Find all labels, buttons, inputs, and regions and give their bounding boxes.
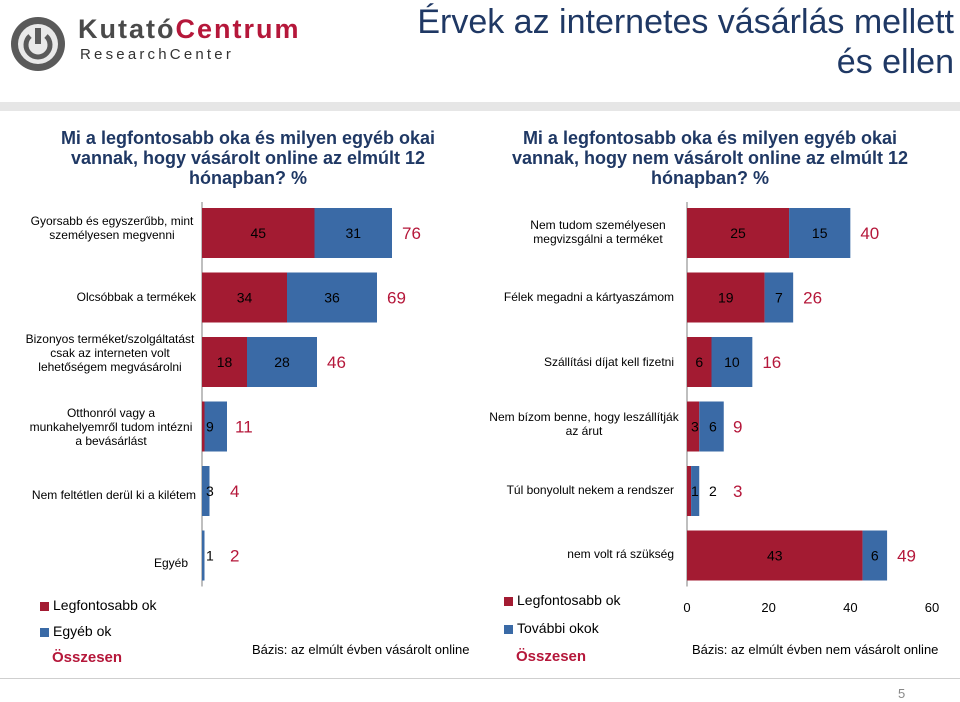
data-label-other: 1 — [206, 548, 214, 564]
left-category-label: Egyéb — [153, 556, 188, 570]
data-label-other: 6 — [709, 419, 717, 435]
legend-item-total: Összesen — [516, 648, 587, 665]
legend-swatch-main — [40, 601, 49, 611]
bar-other — [247, 337, 317, 387]
left-basis-note: Bázis: az elmúlt évben vásárolt online — [252, 642, 470, 657]
left-category-label: Otthonról vagy a munkahelyemről tudom in… — [29, 406, 193, 448]
x-tick-label: 20 — [761, 600, 775, 615]
page-number: 5 — [898, 686, 906, 701]
data-label-main: 25 — [730, 225, 746, 241]
bar-main — [202, 208, 315, 258]
data-label-total: 9 — [733, 418, 742, 437]
logo-wordmark: KutatóCentrum — [78, 14, 301, 44]
bar-other — [764, 272, 794, 323]
data-label-other: 28 — [274, 354, 290, 370]
data-label-total: 69 — [387, 289, 406, 308]
data-label-other: 3 — [206, 483, 214, 499]
bar-main — [687, 337, 712, 387]
bar-other — [204, 401, 227, 452]
data-label-other: 9 — [206, 419, 214, 435]
x-tick-label: 40 — [843, 600, 857, 615]
right-category-label: Szállítási díjat kell fizetni — [543, 355, 674, 369]
header-divider — [0, 102, 960, 111]
data-label-main: 3 — [691, 419, 699, 435]
data-label-total: 3 — [733, 482, 742, 501]
left-bar-chart: 45 31 76 34 36 69 18 28 46 9 11 3 4 1 2 — [201, 202, 421, 587]
data-label-other: 6 — [871, 548, 879, 564]
x-tick-label: 60 — [925, 600, 939, 615]
data-label-total: 40 — [860, 224, 879, 243]
bar-other — [314, 208, 392, 258]
data-label-other: 7 — [775, 290, 783, 306]
bar-main — [687, 208, 790, 258]
bar-main — [687, 272, 765, 323]
legend-item-main: Legfontosabb ok — [40, 597, 157, 613]
bar-other — [691, 466, 700, 516]
data-label-main: 45 — [250, 225, 266, 241]
data-label-main: 19 — [718, 290, 734, 306]
data-label-main: 18 — [217, 354, 233, 370]
data-label-other: 15 — [812, 225, 828, 241]
legend-swatch-main — [504, 596, 513, 606]
data-label-total: 46 — [327, 353, 346, 372]
bar-other — [287, 272, 377, 323]
data-label-total: 16 — [762, 353, 781, 372]
left-category-label: Bizonyos terméket/szolgáltatást csak az … — [25, 332, 195, 374]
bar-other — [202, 466, 210, 516]
data-label-total: 76 — [402, 224, 421, 243]
left-category-label: Gyorsabb és egyszerűbb, mint személyesen… — [30, 214, 194, 242]
bar-main — [687, 466, 692, 516]
logo — [11, 17, 65, 71]
legend-swatch-other — [40, 627, 49, 637]
data-label-main: 43 — [767, 548, 783, 564]
left-question: Mi a legfontosabb oka és milyen egyéb ok… — [60, 128, 436, 188]
right-category-label: Nem tudom személyesen megvizsgálni a ter… — [530, 218, 666, 246]
legend-item-other: Egyéb ok — [40, 623, 111, 639]
legend-item-other: További okok — [504, 620, 599, 636]
bar-main — [202, 272, 287, 323]
legend-item-main: Legfontosabb ok — [504, 592, 621, 608]
data-label-other: 36 — [324, 290, 340, 306]
data-label-total: 11 — [235, 418, 253, 437]
bar-main — [687, 530, 863, 581]
data-label-total: 26 — [803, 289, 822, 308]
bar-other — [862, 530, 888, 581]
bar-main — [202, 401, 205, 452]
x-tick-label: 0 — [683, 600, 690, 615]
bar-main — [202, 337, 247, 387]
bar-other — [711, 337, 753, 387]
footer-divider — [0, 678, 960, 679]
data-label-total: 4 — [230, 482, 239, 501]
page-title: Érvek az internetes vásárlás mellett és … — [417, 3, 954, 81]
data-label-other: 2 — [709, 483, 717, 499]
legend-item-total: Összesen — [52, 649, 123, 666]
data-label-other: 31 — [345, 225, 361, 241]
logo-subtitle: ResearchCenter — [80, 46, 235, 63]
left-category-label: Olcsóbbak a termékek — [76, 290, 196, 304]
data-label-total: 2 — [230, 547, 239, 566]
right-category-label: nem volt rá szükség — [567, 547, 674, 561]
data-label-main: 34 — [237, 290, 253, 306]
right-category-label: Túl bonyolult nekem a rendszer — [506, 483, 674, 497]
bar-other — [789, 208, 851, 258]
right-category-label: Nem bízom benne, hogy leszállítják az ár… — [489, 410, 679, 438]
legend-swatch-other — [504, 624, 513, 634]
right-question: Mi a legfontosabb oka és milyen egyéb ok… — [511, 128, 909, 188]
bar-other — [202, 530, 205, 581]
bar-main — [687, 401, 700, 452]
data-label-main: 1 — [691, 483, 699, 499]
data-label-other: 10 — [724, 354, 740, 370]
right-basis-note: Bázis: az elmúlt évben nem vásárolt onli… — [692, 642, 939, 657]
right-category-label: Félek megadni a kártyaszámom — [503, 290, 674, 304]
left-category-label: Nem feltétlen derül ki a kilétem — [31, 488, 196, 502]
data-label-main: 6 — [695, 354, 703, 370]
data-label-total: 49 — [897, 547, 916, 566]
bar-other — [699, 401, 724, 452]
